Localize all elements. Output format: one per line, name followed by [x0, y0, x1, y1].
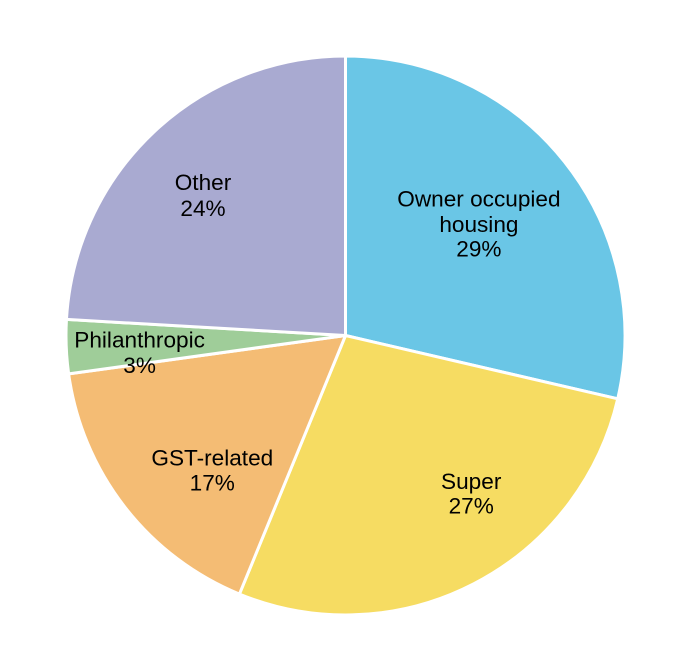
- svg-text:Owner occupiedhousing29%: Owner occupied housing 29%: [397, 187, 560, 262]
- svg-text:Super27%: Super 27%: [441, 469, 502, 519]
- svg-text:Philanthropic3%: Philanthropic 3%: [74, 328, 205, 378]
- svg-text:GST-related17%: GST-related 17%: [151, 446, 273, 496]
- svg-text:Other24%: Other 24%: [175, 170, 232, 221]
